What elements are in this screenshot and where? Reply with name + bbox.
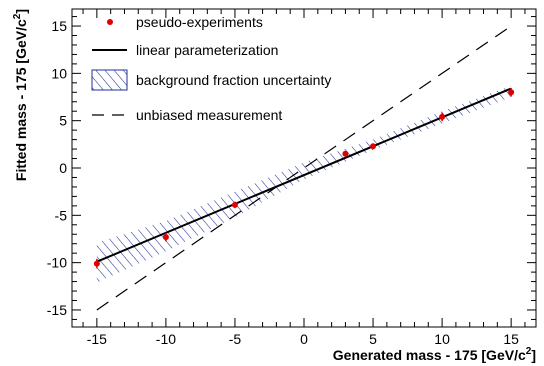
x-tick-label: 0 [300, 331, 308, 347]
y-tick-label: 5 [59, 113, 67, 129]
data-point [231, 201, 238, 208]
x-tick-label: 5 [369, 331, 377, 347]
y-tick-label: -10 [47, 255, 67, 271]
data-point [439, 113, 446, 120]
x-axis-title: Generated mass - 175 [GeV/c2] [333, 346, 536, 363]
legend: pseudo-experiments linear parameterizati… [91, 14, 331, 123]
data-point [508, 89, 515, 96]
data-point [370, 143, 377, 150]
x-tick-label: 10 [434, 331, 450, 347]
y-tick-label: 0 [59, 160, 67, 176]
y-tick-label: 15 [51, 18, 67, 34]
data-point [93, 260, 100, 267]
y-tick-label: -5 [55, 207, 68, 223]
x-tick-label: -15 [87, 331, 107, 347]
legend-band-label: background fraction uncertainty [136, 72, 331, 88]
data-point [162, 234, 169, 241]
legend-points-marker [107, 19, 113, 25]
legend-band-marker [91, 69, 128, 91]
x-tick-label: -10 [156, 331, 176, 347]
uncertainty-band [96, 85, 512, 283]
x-tick-label: 15 [503, 331, 519, 347]
legend-points-label: pseudo-experiments [136, 14, 263, 30]
y-tick-label: -15 [47, 302, 67, 318]
y-tick-label: 10 [51, 65, 67, 81]
legend-fit-label: linear parameterization [136, 42, 278, 58]
y-axis-title: Fitted mass - 175 [GeV/c2] [12, 9, 29, 181]
x-tick-label: -5 [229, 331, 242, 347]
data-point [342, 150, 349, 157]
legend-unbiased-label: unbiased measurement [136, 107, 282, 123]
unbiased-line [96, 25, 512, 311]
